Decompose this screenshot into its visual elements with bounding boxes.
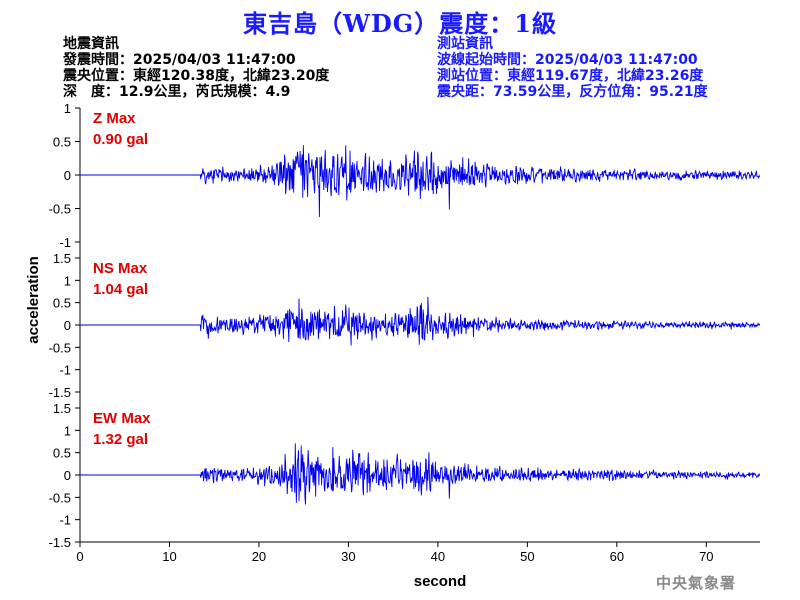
- origin-time: 發震時間：2025/04/03 11:47:00: [63, 52, 296, 68]
- y-tick-label: 0: [64, 168, 71, 183]
- max-value-label: 0.90 gal: [93, 131, 148, 148]
- y-tick-label: -1.5: [49, 385, 71, 400]
- y-tick-label: -1: [59, 235, 71, 250]
- station-location: 測站位置：東經119.67度，北緯23.26度: [437, 68, 704, 84]
- x-tick-label: 40: [431, 549, 445, 564]
- depth-magnitude: 深 度：12.9公里，芮氏規模：4.9: [63, 84, 291, 100]
- x-tick-label: 10: [162, 549, 176, 564]
- y-tick-label: 0: [64, 468, 71, 483]
- distance-azimuth: 震央距：73.59公里，反方位角：95.21度: [437, 84, 708, 100]
- max-component-label: Z Max: [93, 110, 136, 127]
- earthquake-info-heading: 地震資訊: [63, 36, 119, 52]
- max-value-label: 1.32 gal: [93, 431, 148, 448]
- max-component-label: EW Max: [93, 410, 151, 427]
- y-tick-label: -0.5: [49, 340, 71, 355]
- y-tick-label: 0.5: [53, 296, 71, 311]
- y-tick-label: 0.5: [53, 135, 71, 150]
- y-axis-title: acceleration: [25, 256, 42, 344]
- y-tick-label: 1: [64, 101, 71, 116]
- agency-label: 中央氣象署: [656, 574, 737, 592]
- max-component-label: NS Max: [93, 260, 148, 277]
- wave-start-time: 波線起始時間：2025/04/03 11:47:00: [437, 52, 698, 68]
- station-info-heading: 測站資訊: [437, 36, 493, 52]
- x-tick-label: 30: [341, 549, 355, 564]
- epicenter-location: 震央位置：東經120.38度，北緯23.20度: [63, 68, 330, 84]
- y-tick-label: 1.5: [53, 251, 71, 266]
- y-tick-label: 1.5: [53, 401, 71, 416]
- y-tick-label: 1: [64, 423, 71, 438]
- x-tick-label: 70: [699, 549, 713, 564]
- earthquake-info-block: 地震資訊 發震時間：2025/04/03 11:47:00 震央位置：東經120…: [63, 36, 329, 100]
- x-tick-label: 20: [252, 549, 266, 564]
- y-tick-label: -0.5: [49, 202, 71, 217]
- max-value-label: 1.04 gal: [93, 281, 148, 298]
- y-tick-label: -1: [59, 363, 71, 378]
- waveform-trace-ew: [80, 443, 761, 505]
- x-tick-label: 50: [520, 549, 534, 564]
- waveform-trace-z: [80, 145, 761, 217]
- y-tick-label: -1: [59, 513, 71, 528]
- waveform-trace-ns: [80, 296, 761, 346]
- x-tick-label: 0: [76, 549, 83, 564]
- chart-title: 東吉島（WDG）震度：1級: [243, 9, 557, 38]
- y-tick-label: 0: [64, 318, 71, 333]
- x-tick-label: 60: [610, 549, 624, 564]
- y-tick-label: 1: [64, 273, 71, 288]
- x-axis-title: second: [414, 573, 467, 590]
- y-tick-label: -1.5: [49, 535, 71, 550]
- y-tick-label: 0.5: [53, 446, 71, 461]
- y-tick-label: -0.5: [49, 490, 71, 505]
- station-info-block: 測站資訊 波線起始時間：2025/04/03 11:47:00 測站位置：東經1…: [437, 36, 708, 100]
